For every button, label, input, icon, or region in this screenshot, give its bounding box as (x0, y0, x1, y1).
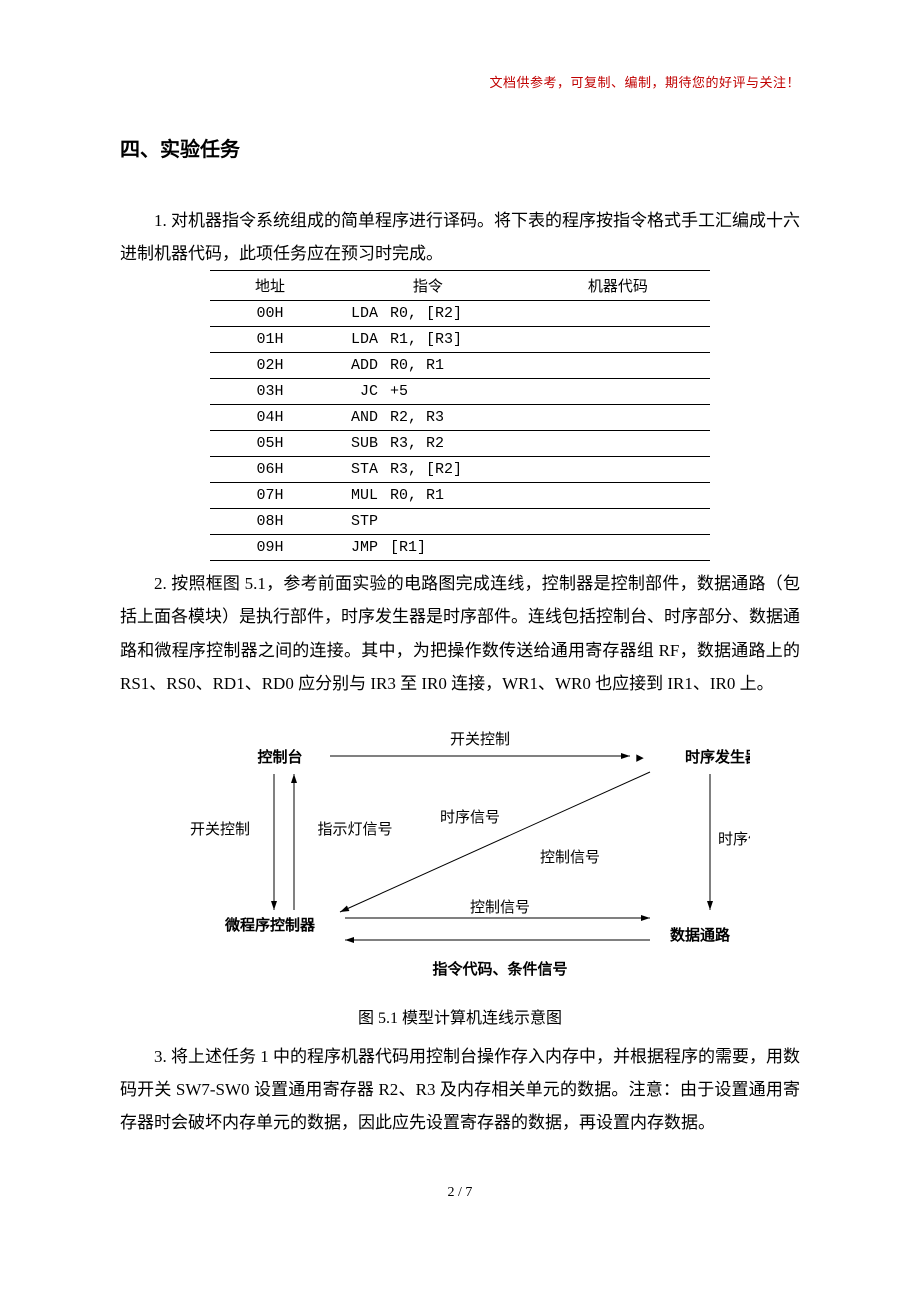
node-console: 控制台 (257, 748, 302, 766)
node-timing-generator: 时序发生器 (685, 748, 750, 766)
col-head-address: 地址 (210, 271, 330, 301)
cell-address: 04H (210, 405, 330, 431)
instr-op: JMP (338, 539, 378, 556)
cell-machine-code (526, 353, 710, 379)
instr-op: ADD (338, 357, 378, 374)
instr-args: R2, R3 (390, 409, 444, 426)
paragraph-3: 3. 将上述任务 1 中的程序机器代码用控制台操作存入内存中，并根据程序的需要，… (120, 1040, 800, 1139)
figure-caption: 图 5.1 模型计算机连线示意图 (120, 1004, 800, 1028)
cell-instruction: JMP [R1] (330, 535, 526, 561)
cell-instruction: MUL R0, R1 (330, 483, 526, 509)
cell-instruction: STP (330, 509, 526, 535)
cell-machine-code (526, 405, 710, 431)
instr-args: [R1] (390, 539, 426, 556)
page-number: 2 / 7 (120, 1185, 800, 1201)
paragraph-1: 1. 对机器指令系统组成的简单程序进行译码。将下表的程序按指令格式手工汇编成十六… (120, 204, 800, 270)
label-control-signal-bottom: 控制信号 (470, 899, 530, 916)
diagram-container: 开关控制 控制台 时序发生器 ▸ 开关控制 指示灯信号 时序信号 时序信号 控制… (170, 714, 750, 994)
instr-args: R3, [R2] (390, 461, 462, 478)
label-timing-signal-diag: 时序信号 (440, 809, 500, 826)
instr-op: JC (338, 383, 378, 400)
page-container: 文档供参考，可复制、编制，期待您的好评与关注！ 四、实验任务 1. 对机器指令系… (0, 0, 920, 1261)
cell-machine-code (526, 431, 710, 457)
col-head-instruction: 指令 (330, 271, 526, 301)
instr-args: R0, [R2] (390, 305, 462, 322)
instr-args: R3, R2 (390, 435, 444, 452)
cell-machine-code (526, 483, 710, 509)
cell-address: 02H (210, 353, 330, 379)
node-micro-controller: 微程序控制器 (224, 916, 316, 934)
table-row: 08H STP (210, 509, 710, 535)
cell-address: 03H (210, 379, 330, 405)
header-note: 文档供参考，可复制、编制，期待您的好评与关注！ (120, 72, 800, 91)
cell-instruction: SUB R3, R2 (330, 431, 526, 457)
cell-address: 00H (210, 301, 330, 327)
table-row: 03H JC +5 (210, 379, 710, 405)
table-row: 06H STA R3, [R2] (210, 457, 710, 483)
instr-args: R0, R1 (390, 357, 444, 374)
cell-machine-code (526, 457, 710, 483)
table-row: 04H AND R2, R3 (210, 405, 710, 431)
table-row: 02H ADD R0, R1 (210, 353, 710, 379)
table-row: 07H MUL R0, R1 (210, 483, 710, 509)
instr-op: SUB (338, 435, 378, 452)
cell-instruction: AND R2, R3 (330, 405, 526, 431)
cell-address: 08H (210, 509, 330, 535)
cell-address: 06H (210, 457, 330, 483)
label-instruction-condition: 指令代码、条件信号 (432, 960, 567, 978)
cell-machine-code (526, 327, 710, 353)
node-datapath: 数据通路 (670, 926, 731, 944)
instr-op: MUL (338, 487, 378, 504)
cell-address: 05H (210, 431, 330, 457)
col-head-machine-code: 机器代码 (526, 271, 710, 301)
paragraph-2: 2. 按照框图 5.1，参考前面实验的电路图完成连线，控制器是控制部件，数据通路… (120, 567, 800, 700)
label-control-signal-diag: 控制信号 (540, 849, 600, 866)
cell-instruction: JC +5 (330, 379, 526, 405)
label-indicator: 指示灯信号 (317, 821, 392, 838)
table-row: 09HJMP [R1] (210, 535, 710, 561)
cell-instruction: LDA R1, [R3] (330, 327, 526, 353)
arrowhead-icon: ▸ (636, 750, 644, 766)
cell-machine-code (526, 301, 710, 327)
instr-op: STA (338, 461, 378, 478)
table-row: 01H LDA R1, [R3] (210, 327, 710, 353)
label-switch-control-top: 开关控制 (450, 731, 510, 748)
cell-instruction: ADD R0, R1 (330, 353, 526, 379)
cell-instruction: LDA R0, [R2] (330, 301, 526, 327)
cell-machine-code (526, 379, 710, 405)
cell-machine-code (526, 509, 710, 535)
label-switch-control-left: 开关控制 (190, 821, 250, 838)
table-header-row: 地址 指令 机器代码 (210, 271, 710, 301)
section-title: 四、实验任务 (120, 133, 800, 162)
cell-machine-code (526, 535, 710, 561)
cell-address: 01H (210, 327, 330, 353)
cell-instruction: STA R3, [R2] (330, 457, 526, 483)
instr-args: R0, R1 (390, 487, 444, 504)
instr-op: AND (338, 409, 378, 426)
cell-address: 07H (210, 483, 330, 509)
label-timing-signal-right: 时序信号 (718, 831, 750, 848)
instr-op: STP (338, 513, 378, 530)
table-row: 00H LDA R0, [R2] (210, 301, 710, 327)
instr-args: R1, [R3] (390, 331, 462, 348)
table-row: 05H SUB R3, R2 (210, 431, 710, 457)
instr-args: +5 (390, 383, 408, 400)
system-diagram: 开关控制 控制台 时序发生器 ▸ 开关控制 指示灯信号 时序信号 时序信号 控制… (170, 714, 750, 994)
instr-op: LDA (338, 331, 378, 348)
instr-op: LDA (338, 305, 378, 322)
cell-address: 09H (210, 535, 330, 561)
program-table: 地址 指令 机器代码 00HLDAR0, [R2]01HLDAR1, [R3]0… (210, 270, 710, 561)
